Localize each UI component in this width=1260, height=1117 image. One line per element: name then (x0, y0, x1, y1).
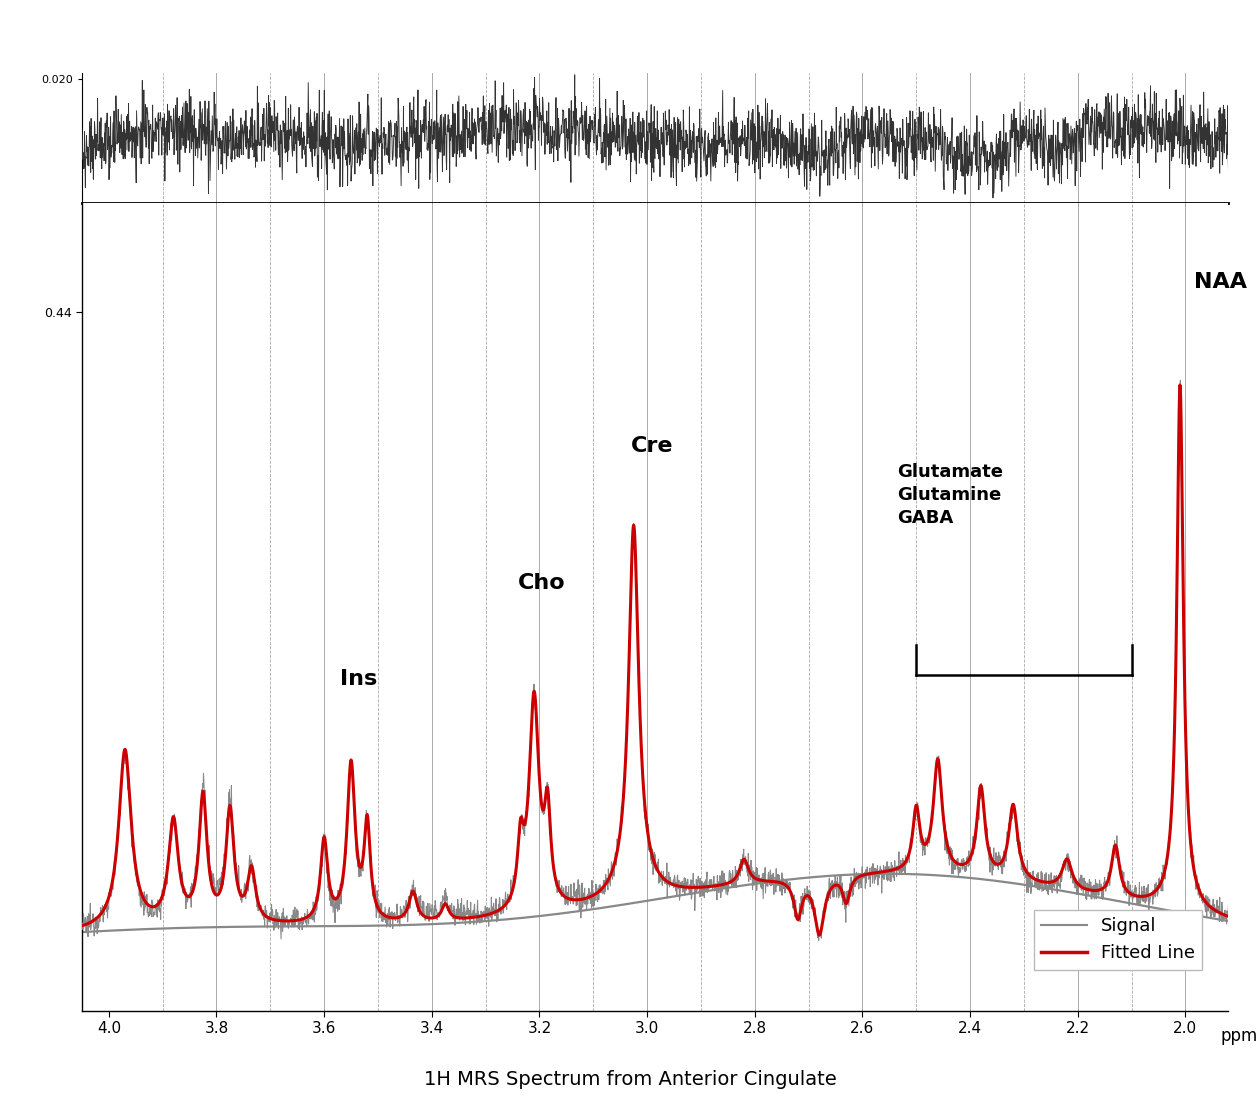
Text: 1H MRS Spectrum from Anterior Cingulate: 1H MRS Spectrum from Anterior Cingulate (423, 1070, 837, 1089)
Text: Ins: Ins (340, 669, 378, 689)
Text: Glutamate
Glutamine
GABA: Glutamate Glutamine GABA (897, 464, 1003, 527)
Text: NAA: NAA (1193, 271, 1246, 292)
Text: ppm: ppm (1221, 1028, 1257, 1046)
Legend: Signal, Fitted Line: Signal, Fitted Line (1034, 910, 1202, 970)
Text: Cre: Cre (631, 437, 674, 456)
Text: Cho: Cho (518, 573, 566, 593)
